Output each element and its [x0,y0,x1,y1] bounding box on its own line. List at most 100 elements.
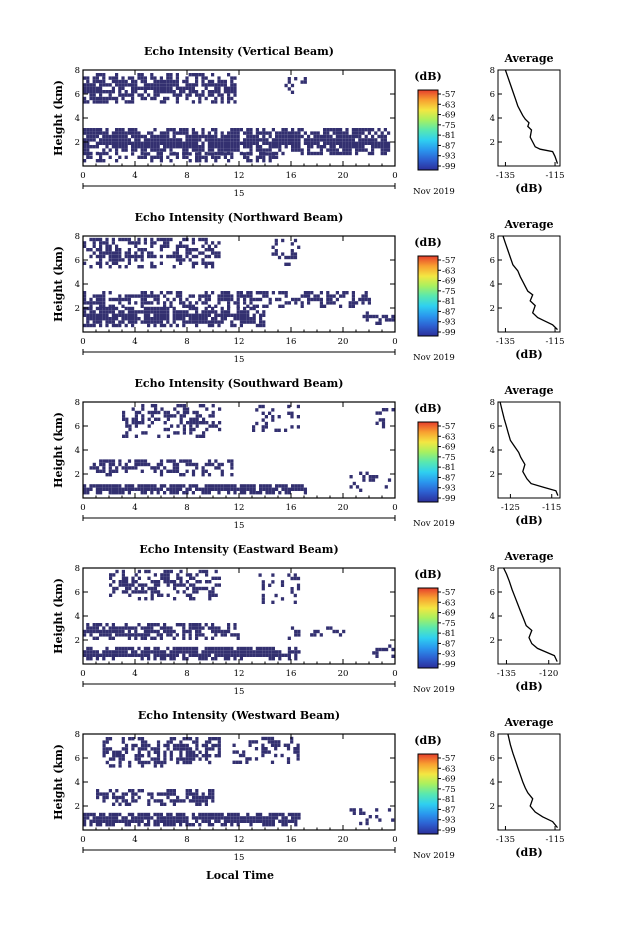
heatmap-cell [153,297,157,302]
heatmap-cell [217,86,221,90]
heatmap-cell [96,789,100,793]
heatmap-cell [173,407,177,411]
heatmap-cell [207,244,211,248]
heatmap-cell [141,431,145,435]
heatmap-cell [185,141,189,145]
average-y-tick-label: 6 [490,754,495,764]
colorbar-tick-label: -57 [442,90,456,100]
average-x-label: (dB) [515,514,542,527]
heatmap-cell [124,251,128,255]
heatmap-cell [233,623,237,627]
heatmap-cell [112,795,116,800]
heatmap-cell [115,151,119,156]
heatmap-cell [313,633,317,637]
heatmap-cell [329,151,333,156]
heatmap-cell [195,462,199,467]
heatmap-cell [83,83,87,87]
heatmap-cell [335,151,339,156]
heatmap-cell [208,792,212,796]
heatmap-cell [268,301,272,305]
heatmap-cell [121,576,125,580]
heatmap-cell [230,131,234,135]
heatmap-cell [211,248,215,252]
heatmap-cell [124,487,128,491]
heatmap-cell [236,653,240,657]
heatmap-cell [179,291,183,295]
heatmap-cell [290,90,295,94]
heatmap-cell [296,576,301,581]
heatmap-cell [163,138,167,142]
heatmap-cell [195,148,199,152]
heatmap-cell [296,425,300,429]
colorbar-tick-label: -75 [442,453,456,463]
heatmap-cell [217,646,221,651]
heatmap-cell [243,816,247,820]
y-tick-label: 6 [75,90,80,100]
heatmap-cell [172,138,176,142]
heatmap-cell [204,265,208,269]
heatmap-cell [293,573,297,577]
heatmap-cell [275,484,279,488]
heatmap-cell [294,148,298,152]
heatmap-cell [118,83,122,87]
heatmap-cell [207,484,211,488]
heatmap-cell [83,629,87,634]
heatmap-cell [204,297,208,302]
heatmap-cell [131,241,135,245]
heatmap-cell [185,138,189,142]
heatmap-cell [157,417,161,421]
heatmap-cell [364,148,368,152]
heatmap-cell [153,294,157,298]
heatmap-cell [140,76,144,80]
heatmap-cell [166,459,170,463]
heatmap-cell [124,100,128,104]
heatmap-cell [259,297,263,302]
heatmap-cell [329,145,333,149]
heatmap-cell [156,653,160,657]
heatmap-cell [217,743,221,748]
heatmap-cell [83,819,87,823]
heatmap-cell [290,587,294,591]
colorbar-tick-label: -93 [442,152,456,162]
heatmap-cell [358,138,362,142]
heatmap-cell [351,128,355,132]
heatmap-cell [307,301,311,305]
heatmap-cell [169,128,173,132]
heatmap-cell [121,83,125,87]
heatmap-cell [381,408,386,412]
heatmap-cell [153,134,157,139]
heatmap-cell [108,737,113,741]
heatmap-cell [95,159,99,163]
heatmap-cell [287,819,291,823]
heatmap-cell [191,138,195,142]
heatmap-cell [83,90,87,94]
heatmap-cell [89,248,93,252]
heatmap-cell [140,151,144,156]
heatmap-cell [105,629,109,634]
heatmap-cell [195,421,199,425]
heatmap-cell [89,138,93,142]
heatmap-cell [131,795,135,800]
heatmap-cell [172,145,176,149]
heatmap-cell [179,141,183,145]
heatmap-cell [143,646,147,651]
heatmap-cell [121,757,125,761]
heatmap-cell [201,93,205,97]
heatmap-cell [188,646,192,651]
heatmap-cell [127,241,131,245]
heatmap-cell [131,313,135,317]
heatmap-cell [166,306,170,311]
heatmap-cell [286,747,291,751]
heatmap-cell [355,301,359,305]
heatmap-cell [121,573,125,577]
heatmap-cell [332,294,336,298]
heatmap-cell [108,76,112,80]
heatmap-cell [255,128,259,132]
heatmap-cell [192,597,196,601]
heatmap-cell [352,481,356,486]
heatmap-cell [198,816,202,820]
heatmap-cell [294,646,298,651]
heatmap-cell [115,100,119,104]
heatmap-cell [287,87,291,91]
heatmap-cell [208,737,212,741]
